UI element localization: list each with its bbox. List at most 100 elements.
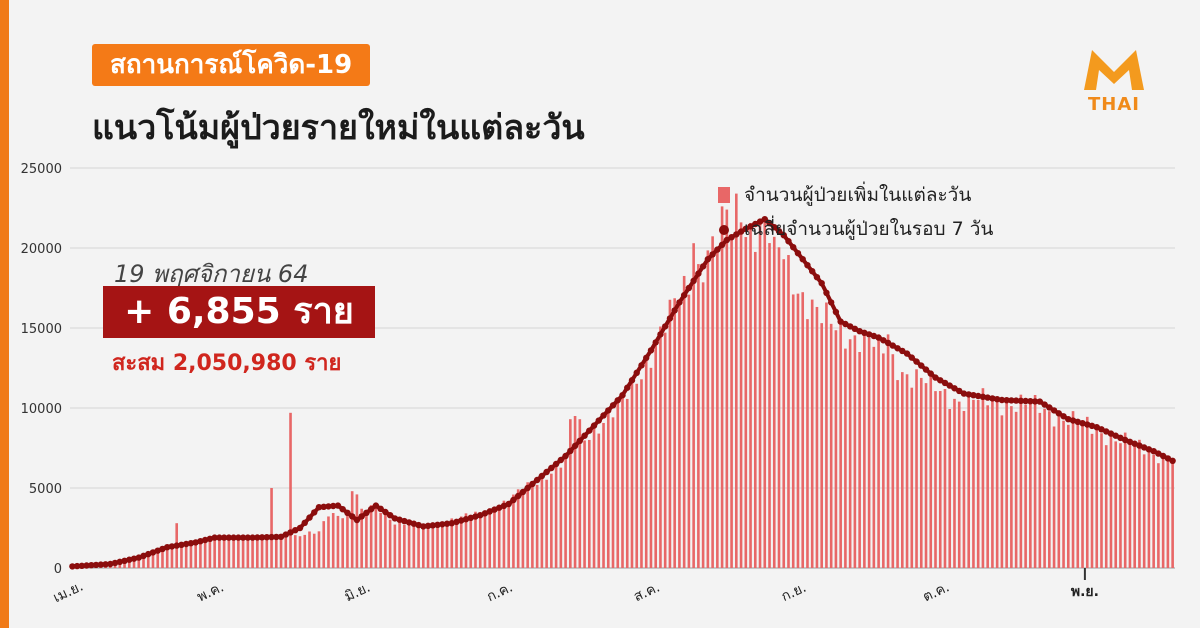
daily-bar — [346, 513, 349, 568]
daily-bar — [787, 255, 790, 568]
daily-bar — [521, 491, 525, 568]
daily-bar — [782, 259, 786, 568]
daily-bar — [1071, 411, 1075, 568]
daily-bar — [673, 298, 676, 568]
daily-bar — [573, 416, 577, 568]
average-point — [273, 533, 280, 541]
daily-bar — [308, 531, 311, 568]
average-point — [1003, 397, 1010, 404]
daily-bar — [469, 516, 473, 568]
daily-bar — [1076, 422, 1080, 568]
x-tick-label: มิ.ย. — [342, 580, 373, 606]
daily-bar — [1161, 453, 1165, 568]
average-point — [230, 534, 237, 541]
average-point — [747, 223, 754, 230]
daily-bar — [1114, 441, 1118, 568]
average-point — [443, 520, 451, 527]
daily-bar — [516, 489, 520, 568]
average-point — [1159, 452, 1167, 460]
daily-bar — [991, 401, 994, 568]
average-point — [908, 354, 915, 361]
daily-bar — [834, 330, 838, 568]
daily-bar — [1062, 420, 1065, 568]
daily-bar — [649, 367, 653, 568]
average-point — [358, 513, 365, 520]
daily-bar — [189, 544, 193, 568]
daily-bar — [507, 503, 510, 568]
daily-bar — [569, 419, 572, 568]
daily-bar — [227, 537, 231, 568]
daily-bar — [995, 399, 999, 568]
average-point — [998, 396, 1006, 404]
average-point — [78, 562, 86, 569]
daily-bar — [1138, 439, 1141, 568]
average-point — [600, 412, 607, 419]
average-point — [353, 516, 361, 524]
daily-bar — [938, 391, 942, 568]
daily-bar — [697, 264, 700, 568]
daily-bar — [825, 302, 828, 568]
average-point — [676, 299, 683, 306]
daily-bar — [1152, 454, 1155, 568]
average-point — [244, 534, 252, 541]
average-point — [182, 540, 190, 548]
average-point — [714, 246, 721, 253]
average-point — [832, 308, 840, 316]
daily-bar — [635, 383, 639, 568]
average-point — [1164, 455, 1172, 462]
daily-bar — [341, 518, 344, 568]
daily-bar — [872, 346, 876, 568]
average-point — [903, 350, 911, 357]
average-point — [666, 315, 674, 322]
average-point — [761, 216, 768, 223]
average-point — [970, 392, 977, 399]
average-point — [519, 488, 527, 496]
daily-bar — [127, 558, 131, 568]
average-point — [1050, 407, 1058, 414]
daily-bar — [531, 483, 534, 568]
daily-bar — [554, 463, 558, 568]
daily-bar — [312, 533, 316, 568]
average-point — [164, 544, 171, 551]
cases-chart: 0 5000 10000 15000 20000 25000 เม.ย. พ.ค. มิ.ย. ก… — [21, 162, 1176, 606]
daily-bar — [910, 387, 914, 568]
daily-bar — [1128, 443, 1132, 568]
average-point — [733, 231, 740, 238]
daily-bar — [265, 536, 269, 568]
average-point — [220, 534, 228, 541]
average-point — [799, 256, 806, 263]
daily-bar — [716, 249, 719, 568]
daily-bar — [701, 282, 705, 568]
average-point — [818, 280, 825, 287]
daily-bar — [540, 475, 544, 568]
daily-bar — [535, 484, 539, 568]
logo-text: THAI — [1088, 94, 1140, 115]
daily-bar — [1052, 426, 1056, 568]
daily-bar — [331, 513, 335, 568]
daily-bar — [753, 251, 757, 568]
daily-bar — [654, 345, 658, 568]
average-point — [567, 447, 574, 455]
average-point — [439, 521, 446, 528]
average-point — [420, 523, 427, 530]
average-point — [951, 385, 958, 392]
average-point — [533, 476, 541, 484]
daily-bar — [322, 521, 326, 568]
average-point — [239, 534, 247, 541]
daily-bar — [711, 236, 714, 568]
daily-bar — [369, 505, 373, 568]
daily-bar — [298, 536, 302, 568]
daily-bar — [132, 558, 136, 568]
daily-bar — [976, 399, 980, 568]
average-point — [643, 354, 650, 362]
average-point — [386, 512, 394, 519]
daily-bar — [1048, 411, 1051, 568]
average-point — [330, 502, 337, 510]
average-point — [1155, 450, 1162, 457]
daily-bar — [929, 370, 933, 568]
legend-label-bars: จำนวนผู้ป่วยเพิ่มในแต่ละวัน — [744, 184, 972, 206]
average-point — [514, 492, 522, 500]
average-point — [690, 277, 697, 284]
average-point — [1022, 397, 1029, 405]
average-point — [1150, 448, 1157, 455]
